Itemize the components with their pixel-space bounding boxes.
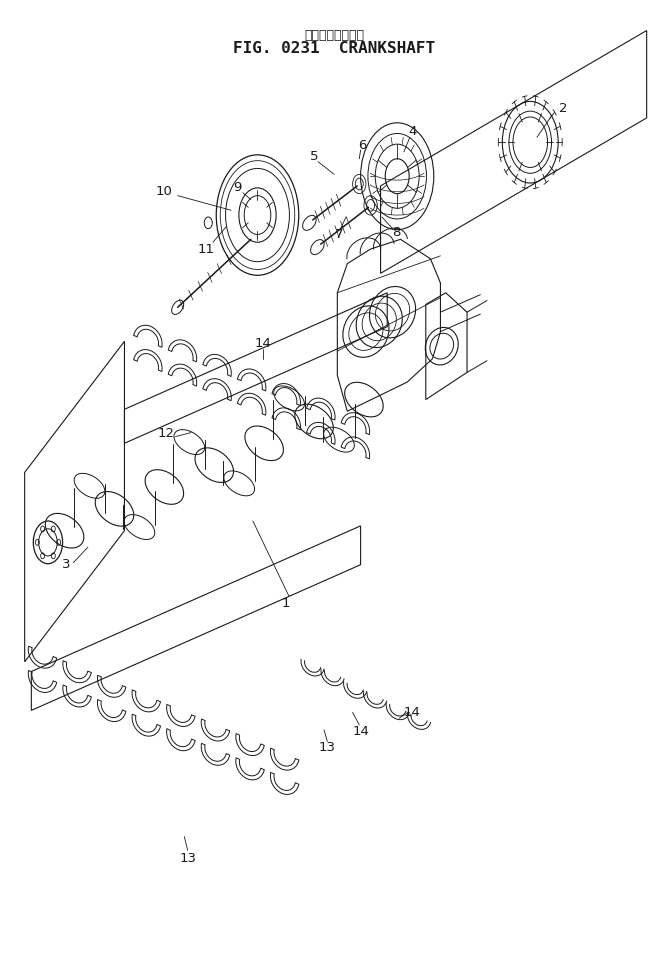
Text: 2: 2 bbox=[559, 101, 568, 115]
Text: 5: 5 bbox=[310, 150, 318, 164]
Text: 1: 1 bbox=[282, 597, 291, 610]
Text: FIG. 0231  CRANKSHAFT: FIG. 0231 CRANKSHAFT bbox=[233, 41, 435, 56]
Text: 8: 8 bbox=[391, 226, 400, 239]
Text: 7: 7 bbox=[335, 228, 343, 241]
Text: 12: 12 bbox=[158, 427, 175, 440]
Text: クランクシャフト: クランクシャフト bbox=[304, 29, 364, 42]
Text: 14: 14 bbox=[255, 337, 271, 350]
Text: 3: 3 bbox=[62, 558, 71, 571]
Text: 11: 11 bbox=[198, 243, 215, 255]
Text: 13: 13 bbox=[179, 851, 196, 865]
Text: 13: 13 bbox=[319, 741, 336, 754]
Text: 14: 14 bbox=[352, 726, 369, 738]
Text: 9: 9 bbox=[233, 181, 242, 195]
Text: 4: 4 bbox=[408, 125, 417, 138]
Text: 6: 6 bbox=[359, 138, 367, 152]
Text: 10: 10 bbox=[156, 185, 173, 199]
Text: 14: 14 bbox=[404, 706, 421, 719]
